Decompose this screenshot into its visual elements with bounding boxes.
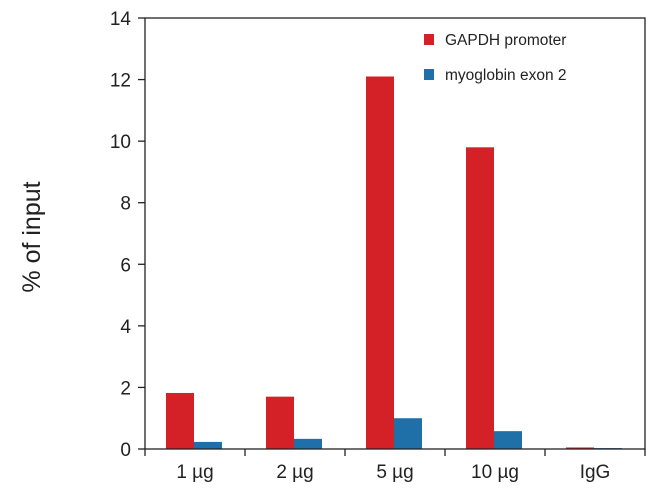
bar-myoglobin-0 (194, 441, 222, 449)
bar-myoglobin-1 (294, 438, 322, 449)
x-tick-label: IgG (580, 462, 611, 483)
legend-label: myoglobin exon 2 (445, 67, 567, 84)
plot-frame (144, 17, 646, 450)
y-tick-label: 12 (110, 71, 131, 92)
y-tick-label: 0 (120, 440, 131, 461)
y-tick-label: 4 (120, 317, 131, 338)
x-tick-label: 5 µg (376, 462, 413, 483)
x-tick-label: 10 µg (471, 462, 519, 483)
bar-gapdh-4 (566, 447, 594, 449)
bar-gapdh-3 (466, 147, 494, 450)
y-tick-label: 2 (120, 378, 131, 399)
legend-swatch (424, 34, 434, 45)
legend-label: GAPDH promoter (445, 32, 566, 49)
x-tick-label: 2 µg (276, 462, 313, 483)
y-tick-label: 14 (110, 9, 132, 30)
y-axis-label: % of input (18, 181, 46, 292)
bar-myoglobin-3 (494, 431, 522, 449)
legend-swatch (424, 69, 434, 80)
bar-gapdh-0 (166, 392, 194, 449)
y-tick-label: 10 (110, 132, 131, 153)
y-tick-label: 8 (120, 194, 131, 215)
bar-myoglobin-2 (394, 418, 422, 449)
bar-gapdh-1 (266, 396, 294, 449)
x-tick-label: 1 µg (176, 462, 213, 483)
y-tick-label: 6 (120, 255, 131, 276)
bar-gapdh-2 (366, 76, 394, 449)
